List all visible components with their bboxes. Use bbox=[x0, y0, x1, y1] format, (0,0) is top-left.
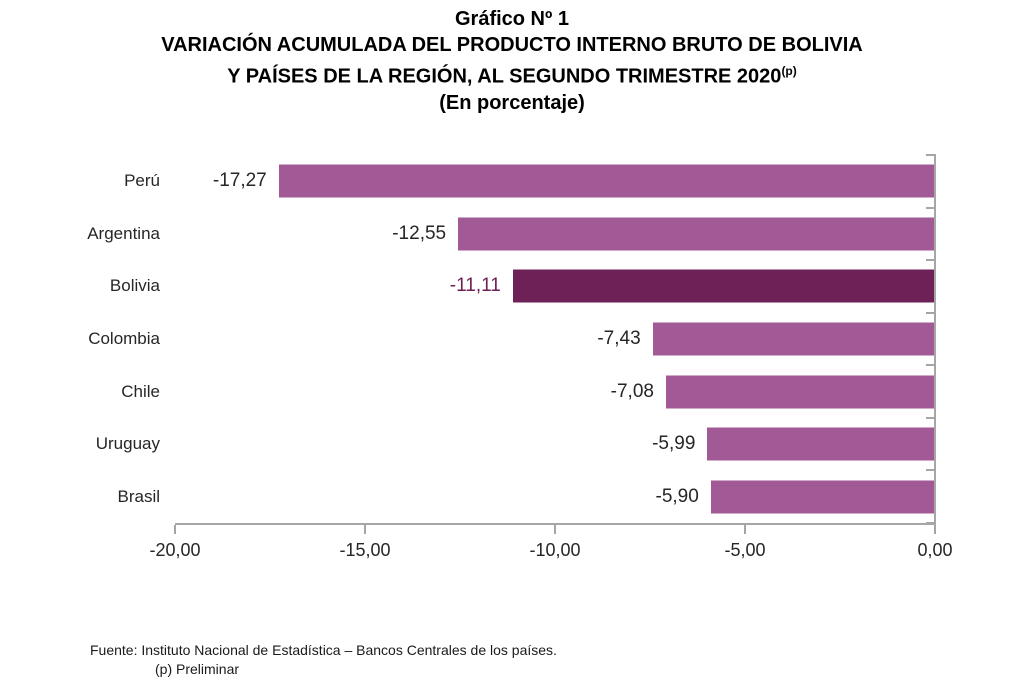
x-axis-tick-label: -5,00 bbox=[724, 540, 766, 560]
x-axis-tick bbox=[934, 525, 936, 534]
category-axis-tick bbox=[926, 469, 936, 472]
category-label: Colombia bbox=[88, 328, 160, 348]
bar-value-label: -7,43 bbox=[597, 327, 641, 349]
bar-value-label: -5,99 bbox=[652, 433, 696, 455]
bar bbox=[278, 164, 935, 198]
source-note: Fuente: Instituto Nacional de Estadístic… bbox=[90, 642, 557, 658]
bar-value-label: -5,90 bbox=[655, 485, 699, 507]
chart-title: Gráfico Nº 1 VARIACIÓN ACUMULADA DEL PRO… bbox=[0, 6, 1024, 116]
title-line-1: Gráfico Nº 1 bbox=[454, 8, 569, 30]
chart-footer: Fuente: Instituto Nacional de Estadístic… bbox=[90, 641, 557, 679]
value-zero-axis-line bbox=[934, 155, 936, 523]
x-axis-line bbox=[175, 523, 936, 525]
category-label: Uruguay bbox=[95, 434, 160, 454]
x-axis-tick-label: -15,00 bbox=[339, 540, 391, 560]
bar bbox=[512, 269, 935, 303]
x-axis-tick-label: -10,00 bbox=[529, 540, 581, 560]
title-line-3-text: Y PAÍSES DE LA REGIÓN, AL SEGUNDO TRIMES… bbox=[227, 65, 782, 88]
bar-row: -7,08 Chile bbox=[121, 365, 935, 418]
category-axis-tick bbox=[926, 206, 936, 209]
category-axis-tick bbox=[926, 364, 936, 367]
category-axis-tick bbox=[926, 259, 936, 262]
bar bbox=[710, 480, 935, 514]
title-line-2: VARIACIÓN ACUMULADA DEL PRODUCTO INTERNO… bbox=[161, 34, 863, 56]
bar bbox=[458, 217, 935, 251]
bar bbox=[665, 375, 935, 409]
category-label: Chile bbox=[121, 381, 160, 401]
category-label: Brasil bbox=[117, 486, 160, 506]
category-axis-tick bbox=[926, 311, 936, 314]
bar-row: -5,99 Uruguay bbox=[96, 418, 935, 471]
bar-row: -5,90 Brasil bbox=[117, 470, 935, 523]
category-axis-tick bbox=[926, 154, 936, 156]
title-line-3: Y PAÍSES DE LA REGIÓN, AL SEGUNDO TRIMES… bbox=[0, 58, 1024, 90]
category-label: Bolivia bbox=[109, 276, 160, 296]
x-axis-tick-label: 0,00 bbox=[917, 540, 953, 560]
bar-row: -7,43 Colombia bbox=[88, 313, 935, 366]
bar-row: -12,55 Argentina bbox=[87, 208, 935, 261]
x-axis-tick-label: -20,00 bbox=[149, 540, 201, 560]
bar-row: -11,11 Bolivia bbox=[110, 260, 935, 313]
category-axis-tick bbox=[926, 522, 936, 524]
bar bbox=[707, 427, 935, 461]
bar-value-label: -17,27 bbox=[212, 170, 267, 192]
x-axis-tick bbox=[744, 525, 746, 534]
plot-area: -5,90 Brasil -5,99 Uruguay -7,08 Chile -7,43 Co… bbox=[87, 154, 953, 560]
category-label: Argentina bbox=[87, 223, 160, 243]
bar-row: -17,27 Perú bbox=[124, 155, 935, 208]
bar-value-label: -7,08 bbox=[610, 380, 654, 402]
bar-value-label: -12,55 bbox=[392, 222, 447, 244]
category-axis-tick bbox=[926, 416, 936, 419]
title-subtitle: (En porcentaje) bbox=[439, 91, 585, 114]
bar bbox=[652, 322, 935, 356]
category-label: Perú bbox=[124, 171, 160, 191]
x-axis-tick bbox=[174, 525, 176, 534]
bar-value-label: -11,11 bbox=[449, 275, 501, 297]
x-axis-tick bbox=[364, 525, 366, 534]
x-axis-tick bbox=[554, 525, 556, 534]
preliminary-note: (p) Preliminar bbox=[155, 661, 240, 677]
title-preliminary-superscript: (p) bbox=[781, 64, 797, 78]
